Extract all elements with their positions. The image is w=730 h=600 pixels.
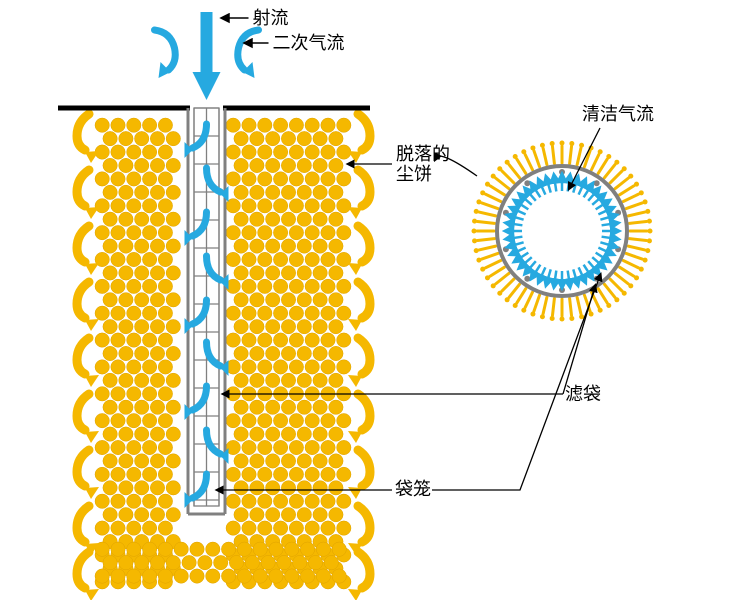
label-dustcake: 脱落的尘饼 — [396, 144, 450, 184]
label-cage: 袋笼 — [395, 479, 431, 499]
label-secondary: 二次气流 — [273, 33, 345, 53]
label-clean: 清洁气流 — [582, 104, 654, 124]
label-jet: 射流 — [253, 8, 289, 28]
label-bag: 滤袋 — [565, 384, 601, 404]
